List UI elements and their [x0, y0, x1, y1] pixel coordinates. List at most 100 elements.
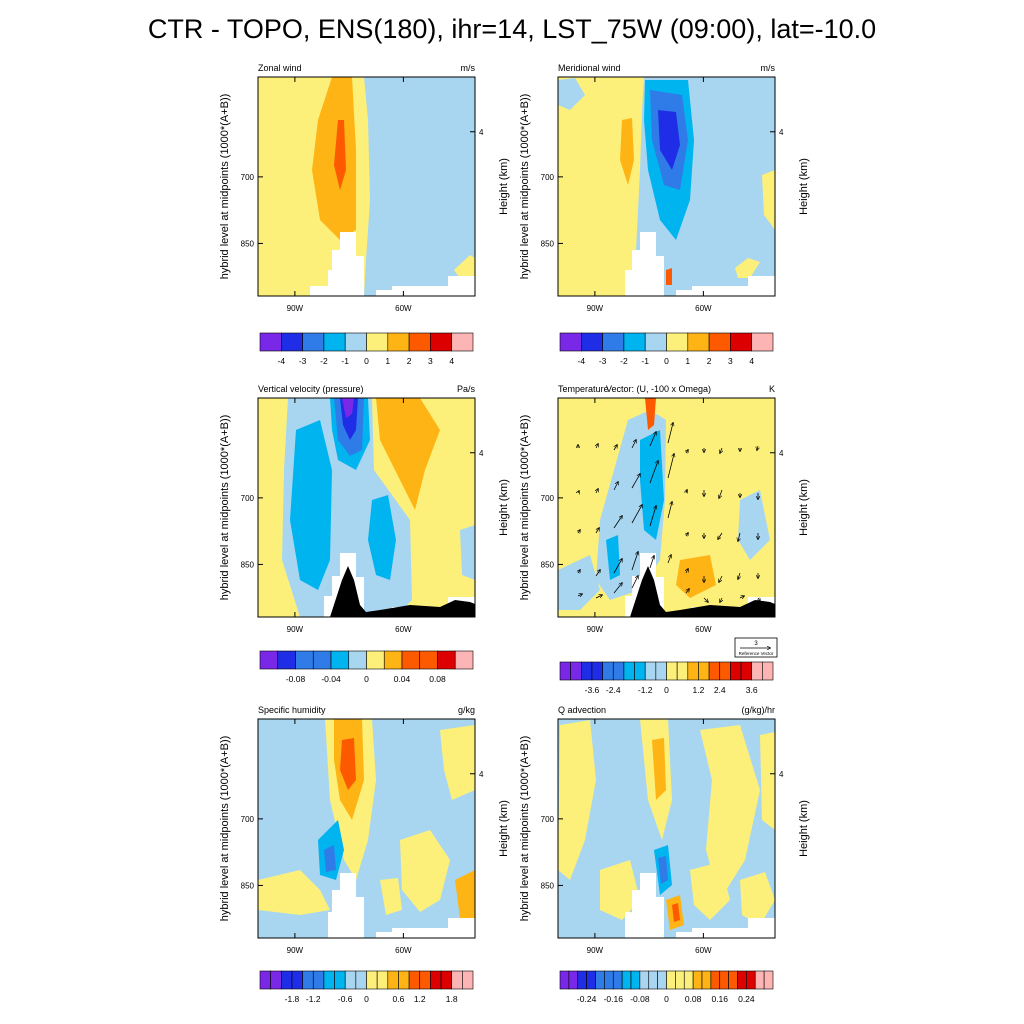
colorbar-swatch — [387, 332, 410, 352]
colorbar-swatch — [366, 970, 378, 990]
colorbar-swatch — [430, 970, 442, 990]
colorbar-swatch — [683, 970, 694, 990]
colorbar-swatch — [751, 332, 774, 352]
colorbar-label: -2.4 — [606, 685, 621, 695]
colorbar-swatch — [376, 970, 389, 990]
right-tick-label: 4 — [479, 449, 484, 458]
colorbar-swatch — [591, 661, 603, 681]
wind-vector-arrow — [718, 532, 723, 539]
x-tick-label: 90W — [587, 946, 604, 955]
colorbar-swatch — [570, 661, 582, 681]
colorbar-swatch — [344, 332, 367, 352]
right-tick-label: 4 — [779, 770, 784, 779]
colorbar-label: 0.04 — [394, 674, 411, 684]
colorbar-swatch — [323, 332, 346, 352]
wind-vector-arrow — [649, 594, 654, 599]
terrain-silhouette — [630, 566, 775, 617]
colorbar-label: -2 — [320, 356, 328, 366]
colorbar-swatch — [366, 650, 385, 670]
panel-title: Q advection — [558, 705, 606, 715]
colorbar-swatch — [291, 970, 303, 990]
colorbar-label: -4 — [578, 356, 586, 366]
y-tick-label: 700 — [541, 494, 555, 503]
wind-vector-arrow — [738, 572, 740, 579]
annotations: Zonal wind m/s hybrid level at midpoints (… — [219, 63, 810, 1004]
left-axis-label: hybrid level at midpoints (1000*(A+B)) — [219, 736, 231, 922]
wind-vector-arrow — [758, 598, 760, 601]
colorbar-swatch — [437, 650, 456, 670]
colorbar-label: -3.6 — [585, 685, 600, 695]
y-tick-label: 700 — [241, 173, 255, 182]
y-tick-label: 850 — [541, 560, 555, 569]
colorbar-swatch — [383, 650, 403, 670]
panel-q-advection — [557, 718, 776, 939]
wind-vector-arrow — [631, 576, 638, 589]
colorbar-label: 0.6 — [393, 994, 405, 1004]
colorbar-label: 0.24 — [738, 994, 755, 1004]
colorbar-swatch — [330, 650, 350, 670]
reference-vector-label: Reference Vector — [739, 651, 774, 656]
wind-vector-arrow — [703, 597, 708, 602]
colorbar-swatch — [612, 970, 623, 990]
colorbar-swatch — [280, 970, 293, 990]
colorbar-swatch — [687, 661, 699, 681]
colorbar-swatch — [430, 332, 452, 352]
colorbar-label: -3 — [299, 356, 307, 366]
colorbar-swatch — [751, 661, 763, 681]
wind-vector-arrow — [686, 450, 688, 453]
wind-vector-arrow — [631, 505, 642, 524]
colorbar-swatch — [398, 970, 410, 990]
colorbar-label: 1.2 — [414, 994, 426, 1004]
colorbar-label: 0.16 — [711, 994, 728, 1004]
panel-annotations-1: Meridional wind m/s hybrid level at midpoi… — [519, 63, 810, 366]
colorbar-swatch — [277, 650, 296, 670]
colorbar-swatch — [302, 332, 325, 352]
panel-annotations-0: Zonal wind m/s hybrid level at midpoints (… — [219, 63, 510, 366]
colorbar-label: 2 — [407, 356, 412, 366]
right-axis-label: Height (km) — [798, 800, 810, 857]
wind-vector-arrow — [577, 594, 582, 596]
y-tick-label: 700 — [541, 173, 555, 182]
panel-annotations-4: Specific humidity g/kg hybrid level at mid… — [219, 705, 510, 1004]
colorbar-swatch — [708, 661, 721, 681]
x-tick-label: 60W — [695, 946, 712, 955]
colorbar-swatch — [730, 661, 742, 681]
wind-vectors — [578, 423, 760, 602]
colorbar-swatch — [666, 970, 676, 990]
contour-field — [558, 77, 775, 296]
colorbar-label: 0 — [364, 356, 369, 366]
wind-vector-arrow — [667, 454, 674, 479]
x-tick-label: 90W — [287, 946, 304, 955]
colorbar-swatch — [334, 970, 346, 990]
panel-title: Vertical velocity (pressure) — [258, 384, 364, 394]
wind-vector-arrow — [757, 445, 758, 450]
contour-field — [558, 398, 775, 617]
colorbar-label: -1.2 — [306, 994, 321, 1004]
wind-vector-arrow — [596, 444, 598, 449]
colorbar-label: 1 — [385, 356, 390, 366]
colorbar-label: 3 — [728, 356, 733, 366]
y-tick-label: 700 — [541, 815, 555, 824]
wind-vector-arrow — [613, 583, 622, 594]
panel-title: Meridional wind — [558, 63, 621, 73]
colorbar-swatch — [762, 661, 774, 681]
colorbar-label: -0.24 — [577, 994, 597, 1004]
colorbar-swatch — [666, 332, 689, 352]
colorbar-swatch — [710, 970, 721, 990]
contour-field — [258, 77, 475, 296]
colorbar-swatch — [692, 970, 703, 990]
colorbar-swatch — [312, 650, 332, 670]
wind-vector-arrow — [578, 530, 580, 533]
colorbar-swatch — [740, 661, 752, 681]
colorbar-swatch — [440, 970, 452, 990]
y-tick-label: 850 — [541, 881, 555, 890]
colorbar-swatch — [737, 970, 747, 990]
contour-field — [558, 719, 775, 938]
colorbar-label: 1.8 — [446, 994, 458, 1004]
colorbar-swatch — [344, 970, 357, 990]
colorbar-swatch — [323, 970, 335, 990]
colorbar-label: -0.16 — [604, 994, 624, 1004]
colorbar-swatch — [580, 332, 603, 352]
wind-vector-arrow — [613, 559, 622, 574]
